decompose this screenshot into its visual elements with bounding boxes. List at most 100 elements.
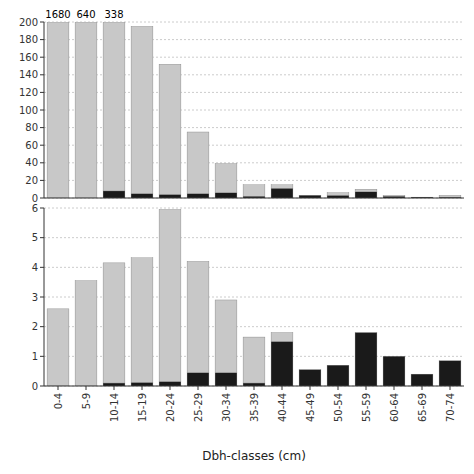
y-tick: [40, 237, 44, 238]
y-tick: [40, 22, 44, 23]
bar: [439, 360, 461, 361]
bar: [47, 309, 69, 386]
bar: [411, 197, 433, 198]
y-tick-label: 2: [32, 321, 38, 332]
bars: [47, 209, 461, 386]
annotation: 338: [104, 9, 123, 20]
x-tick: [338, 386, 339, 390]
bar: [411, 374, 433, 375]
y-tick-label: 160: [19, 52, 38, 63]
bar: [439, 195, 461, 197]
y-tick: [40, 356, 44, 357]
bar: [131, 194, 153, 198]
x-tick: [142, 386, 143, 390]
bar: [327, 365, 349, 386]
y-tick-label: 5: [32, 232, 38, 243]
y-tick-label: 6: [32, 203, 38, 214]
x-tick: [114, 386, 115, 390]
bar: [271, 342, 293, 387]
bar: [355, 189, 377, 192]
y-tick: [40, 297, 44, 298]
x-tick: [422, 386, 423, 390]
y-tick-label: 40: [25, 157, 38, 168]
y-axis: [44, 208, 45, 386]
annotation: 1680: [45, 9, 70, 20]
x-tick-label: 5-9: [81, 393, 92, 409]
y-tick: [40, 145, 44, 146]
y-tick: [40, 57, 44, 58]
y-tick: [40, 92, 44, 93]
panel: 0204060801001201401601802001680640338: [19, 9, 464, 204]
bar: [47, 22, 69, 198]
bar: [131, 382, 153, 386]
bar: [383, 195, 405, 197]
bar: [355, 332, 377, 333]
bar: [243, 185, 265, 196]
x-tick: [170, 386, 171, 390]
y-tick: [40, 267, 44, 268]
bar: [243, 337, 265, 383]
y-tick-label: 0: [32, 381, 38, 392]
y-tick-label: 80: [25, 122, 38, 133]
bar: [299, 195, 321, 196]
x-tick-label: 25-29: [193, 393, 204, 422]
bar: [103, 263, 125, 383]
x-axis: [44, 198, 464, 199]
y-tick-label: 180: [19, 34, 38, 45]
grid-line: [44, 208, 464, 209]
x-tick: [58, 386, 59, 390]
x-tick: [450, 386, 451, 390]
x-tick: [198, 386, 199, 390]
y-tick-label: 120: [19, 87, 38, 98]
y-tick-label: 1: [32, 351, 38, 362]
grid-line: [44, 237, 464, 238]
bar: [215, 164, 237, 193]
bar: [383, 356, 405, 386]
x-tick: [86, 386, 87, 390]
x-tick-label: 65-69: [417, 393, 428, 422]
bar: [159, 64, 181, 194]
y-tick: [40, 110, 44, 111]
panel: 01234560-45-910-1415-1920-2425-2930-3435…: [32, 203, 464, 464]
x-tick-label: 70-74: [445, 393, 456, 422]
y-tick-label: 3: [32, 292, 38, 303]
bar: [159, 382, 181, 386]
x-tick-label: 0-4: [53, 393, 64, 409]
x-tick-label: 15-19: [137, 393, 148, 422]
bar: [271, 185, 293, 189]
x-tick-label: 45-49: [305, 393, 316, 422]
bar: [75, 22, 97, 198]
bars: [47, 22, 461, 198]
y-tick: [40, 180, 44, 181]
bar: [355, 192, 377, 198]
y-tick: [40, 162, 44, 163]
bar: [103, 191, 125, 198]
bar: [187, 132, 209, 194]
y-tick-label: 100: [19, 105, 38, 116]
bar: [131, 26, 153, 193]
bar: [159, 194, 181, 198]
bar: [215, 193, 237, 198]
bar: [299, 370, 321, 386]
x-tick-label: 50-54: [333, 393, 344, 422]
bar: [383, 356, 405, 357]
y-axis: [44, 22, 45, 198]
chart: 0204060801001201401601802001680640338012…: [0, 0, 474, 474]
y-tick-label: 200: [19, 17, 38, 28]
x-tick: [394, 386, 395, 390]
grid-line: [44, 198, 464, 199]
bar: [187, 194, 209, 198]
bar: [187, 261, 209, 372]
bar: [271, 333, 293, 342]
bar: [131, 258, 153, 383]
x-tick-label: 35-39: [249, 393, 260, 422]
x-tick: [254, 386, 255, 390]
x-tick: [310, 386, 311, 390]
y-tick: [40, 127, 44, 128]
y-tick-label: 140: [19, 69, 38, 80]
y-tick-label: 4: [32, 262, 38, 273]
y-tick: [40, 198, 44, 199]
y-tick: [40, 74, 44, 75]
bar: [159, 209, 181, 381]
bar: [327, 193, 349, 196]
